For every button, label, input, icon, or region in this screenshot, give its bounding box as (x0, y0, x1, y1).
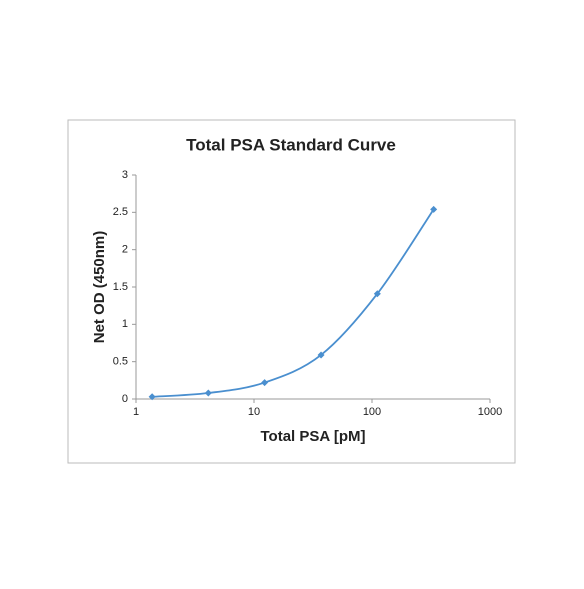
data-point (261, 379, 269, 387)
y-tick-label: 0.5 (113, 356, 128, 368)
data-point (148, 393, 156, 401)
y-tick-label: 0 (122, 393, 128, 405)
x-tick-label: 10 (248, 406, 260, 418)
data-point (430, 205, 438, 213)
y-tick-label: 3 (122, 169, 128, 181)
x-axis-label: Total PSA [pM] (261, 428, 366, 445)
x-tick-label: 1000 (478, 406, 502, 418)
y-tick-label: 2 (122, 244, 128, 256)
y-axis-label: Net OD (450nm) (91, 231, 108, 344)
chart-title: Total PSA Standard Curve (186, 135, 396, 154)
chart-frame (67, 119, 516, 464)
data-point (317, 351, 325, 359)
data-point (204, 389, 212, 397)
y-tick-label: 2.5 (113, 206, 128, 218)
y-tick-label: 1 (122, 318, 128, 330)
x-tick-label: 100 (363, 406, 381, 418)
x-tick-label: 1 (133, 406, 139, 418)
y-tick-label: 1.5 (113, 281, 128, 293)
data-point (373, 290, 381, 298)
